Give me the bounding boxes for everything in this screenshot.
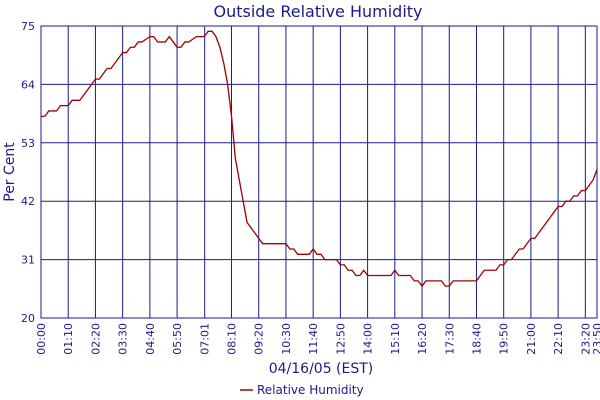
- y-tick-label: 64: [21, 78, 35, 91]
- x-tick-label: 12:50: [334, 323, 347, 355]
- x-tick-label: 01:10: [62, 323, 75, 355]
- x-tick-label: 23:50: [591, 323, 600, 355]
- x-tick-label: 14:00: [362, 323, 375, 355]
- x-tick-label: 23:20: [579, 323, 592, 355]
- y-tick-label: 31: [21, 254, 35, 267]
- x-tick-label: 10:30: [280, 323, 293, 355]
- x-tick-label: 03:30: [117, 323, 130, 355]
- y-tick-label: 20: [21, 312, 35, 325]
- y-tick-label: 53: [21, 137, 35, 150]
- x-tick-label: 21:00: [525, 323, 538, 355]
- x-tick-label: 07:01: [199, 323, 212, 355]
- x-tick-label: 08:10: [226, 323, 239, 355]
- x-axis-label: 04/16/05 (EST): [269, 361, 374, 377]
- y-axis-label: Per Cent: [2, 142, 18, 202]
- x-tick-label: 02:20: [89, 323, 102, 355]
- legend-label: Relative Humidity: [257, 383, 364, 397]
- x-tick-label: 18:40: [470, 323, 483, 355]
- x-tick-label: 17:30: [443, 323, 456, 355]
- x-tick-label: 05:50: [171, 323, 184, 355]
- x-tick-label: 19:50: [498, 323, 511, 355]
- x-tick-label: 16:20: [416, 323, 429, 355]
- y-tick-label: 75: [21, 20, 35, 33]
- x-tick-label: 09:20: [253, 323, 266, 355]
- chart-title: Outside Relative Humidity: [213, 2, 422, 21]
- series-line-relative-humidity: [41, 30, 598, 288]
- plot-frame: [40, 25, 598, 319]
- x-tick-label: 22:10: [552, 323, 565, 355]
- y-tick-label: 42: [21, 195, 35, 208]
- x-tick-label: 00:00: [35, 323, 48, 355]
- x-tick-label: 15:10: [389, 323, 402, 355]
- x-axis-tick-labels: 00:00 01:10 02:20 03:30 04:40 05:50 07:01 08:10…: [35, 323, 600, 355]
- y-axis-tick-labels: 20 31 42 53 64 75: [21, 20, 35, 325]
- x-tick-label: 11:40: [307, 323, 320, 355]
- x-tick-label: 04:40: [144, 323, 157, 355]
